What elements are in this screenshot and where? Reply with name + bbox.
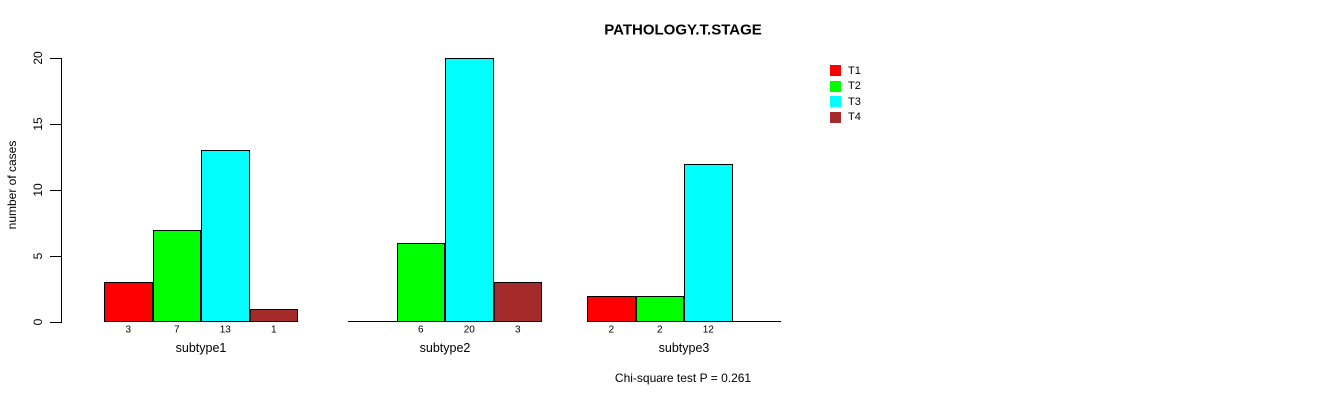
bar-subtype2-T3	[445, 58, 494, 322]
bar-subtype1-T3	[201, 150, 250, 322]
x-axis-category-label: subtype1	[175, 341, 227, 355]
legend-label-T2: T2	[848, 80, 861, 92]
chart-title: PATHOLOGY.T.STAGE	[604, 21, 762, 39]
y-axis-title: number of cases	[5, 140, 19, 230]
y-axis-tick	[50, 58, 61, 59]
zero-bar-subtype2-T1	[348, 321, 397, 322]
bar-value-label: 20	[463, 324, 475, 336]
y-axis-line	[61, 58, 62, 323]
bar-subtype1-T1	[104, 282, 153, 322]
legend-label-T3: T3	[848, 95, 861, 108]
zero-bar-subtype3-T4	[732, 321, 781, 322]
bar-value-label: 2	[608, 324, 615, 336]
y-axis-tick-label: 20	[31, 51, 45, 65]
bar-subtype2-T4	[493, 282, 542, 322]
bar-value-label: 12	[702, 324, 714, 336]
bar-subtype3-T1	[587, 295, 636, 322]
bar-value-label: 1	[270, 324, 277, 336]
y-axis-tick	[50, 256, 61, 257]
bar-value-label: 3	[125, 324, 132, 336]
y-axis-tick	[50, 124, 61, 125]
x-axis-category-label: subtype2	[419, 341, 471, 355]
y-axis-tick-label: 5	[31, 252, 45, 260]
legend-label-T1: T1	[848, 64, 861, 77]
x-axis-category-label: subtype3	[658, 341, 710, 355]
chi-square-annotation: Chi-square test P = 0.261	[614, 371, 752, 385]
bar-subtype2-T2	[396, 242, 445, 322]
bar-subtype3-T2	[635, 295, 684, 322]
bar-value-label: 6	[417, 324, 424, 336]
bar-subtype1-T4	[249, 308, 298, 322]
y-axis-tick-label: 0	[31, 318, 45, 326]
bar-value-label: 3	[514, 324, 521, 336]
legend-swatch-T3	[830, 96, 841, 107]
bar-subtype1-T2	[152, 229, 201, 322]
legend-swatch-T1	[830, 65, 841, 76]
legend-label-T4: T4	[848, 111, 861, 123]
legend-swatch-T4	[830, 111, 841, 123]
y-axis-tick-label: 10	[31, 183, 45, 197]
y-axis-tick	[50, 190, 61, 191]
legend-swatch-T2	[830, 80, 841, 92]
bar-value-label: 7	[173, 324, 180, 336]
y-axis-tick-label: 15	[31, 117, 45, 131]
bar-subtype3-T3	[684, 163, 733, 322]
y-axis-tick	[50, 322, 61, 323]
bar-value-label: 13	[219, 324, 231, 336]
bar-value-label: 2	[656, 324, 663, 336]
